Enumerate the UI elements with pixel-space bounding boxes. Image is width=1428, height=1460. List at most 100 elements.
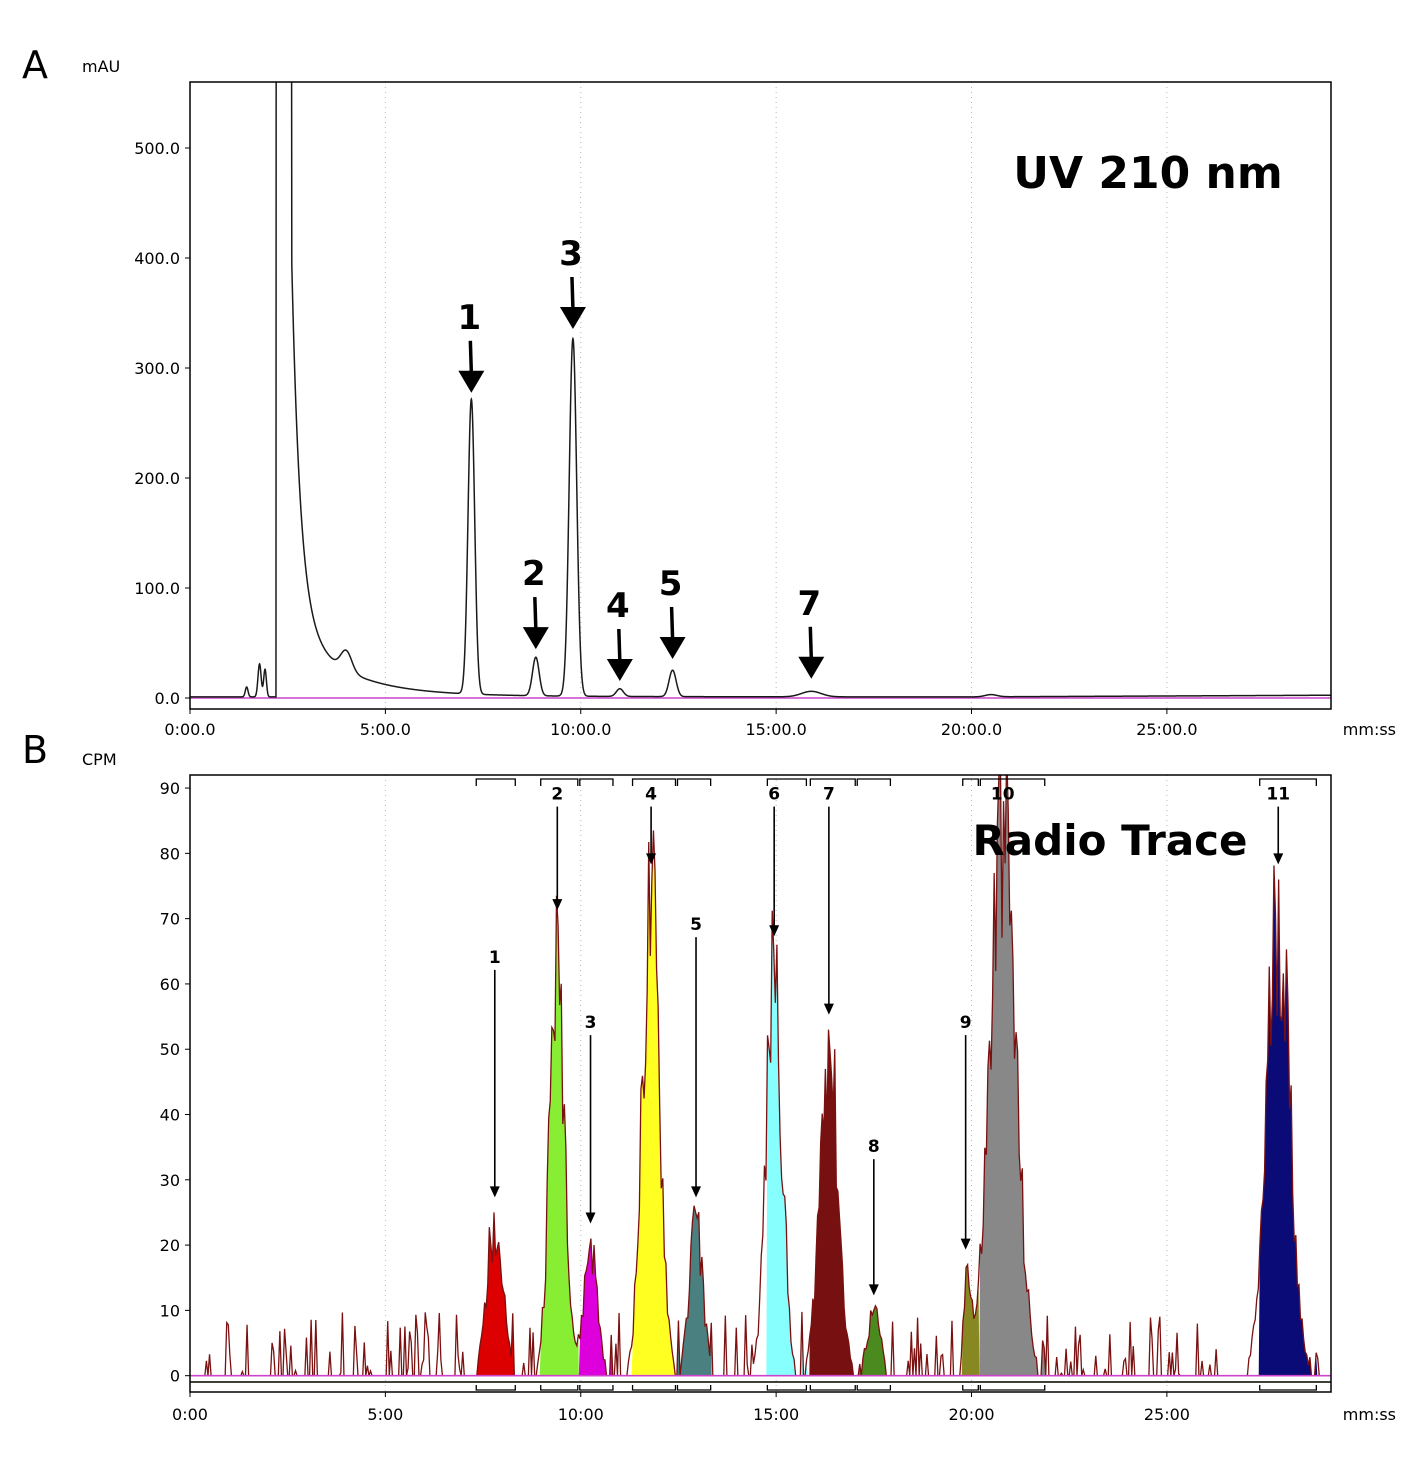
panel-b-xlabel: mm:ss (1343, 1405, 1396, 1424)
panel-b-ytick-label: 20 (160, 1236, 180, 1255)
panel-a-peak-arrowhead (659, 637, 686, 659)
panel-a-peak-arrow (669, 606, 675, 640)
panel-a-plot-area (190, 82, 1331, 699)
panel-b-peak-arrowhead (823, 1003, 834, 1015)
panel-a-ytick-label: 300.0 (134, 359, 180, 378)
panel-a-xtick-label: 15:00.0 (745, 720, 806, 739)
panel-b-peak-label: 5 (690, 915, 702, 935)
panel-a-peak-label: 4 (606, 586, 630, 626)
panel-a-peak-arrow (808, 626, 814, 659)
panel-a-uv-trace (190, 82, 1331, 698)
panel-a-peak-arrowhead (606, 659, 633, 681)
panel-b-x-ticks: 0:00 5:00 10:00 15:00 20:00 25:00 (172, 1392, 1190, 1424)
fraction-bracket-top (579, 778, 614, 786)
fraction-bracket-bottom (962, 1385, 979, 1391)
panel-a-ytick-label: 200.0 (134, 469, 180, 488)
panel-a-ytick-label: 500.0 (134, 139, 180, 158)
radio-peak-5-area (676, 1205, 712, 1376)
panel-b-ytick-label: 50 (160, 1040, 180, 1059)
panel-b-peak-arrowhead (769, 925, 780, 937)
panel-b-ytick-label: 0 (170, 1367, 180, 1386)
panel-a-peak-arrow (533, 597, 538, 630)
fraction-bracket-bottom (676, 1385, 712, 1391)
panel-a-peak-arrowhead (522, 627, 549, 650)
panel-b-ylabel: CPM (82, 750, 117, 769)
radio-peak-3-area (578, 1238, 614, 1376)
radio-peak-9-area (961, 1264, 980, 1376)
panel-b-ytick-label: 30 (160, 1171, 180, 1190)
panel-a-ytick-label: 0.0 (155, 689, 180, 708)
panel-b-ytick-label: 60 (160, 975, 180, 994)
panel-b-title: Radio Trace (972, 816, 1247, 865)
panel-b-peak-label: 6 (768, 785, 780, 805)
panel-a-title: UV 210 nm (1013, 148, 1282, 199)
panel-b-ytick-label: 90 (160, 779, 180, 798)
panel-b-xtick-label: 5:00 (367, 1405, 403, 1424)
panel-a-peak-label: 2 (522, 554, 546, 594)
panel-b-peak-label: 2 (551, 785, 563, 805)
fraction-bracket-top (856, 778, 892, 786)
fraction-bracket-bottom (979, 1385, 1046, 1391)
panel-b-ytick-label: 70 (160, 910, 180, 929)
panel-b-xtick-label: 10:00 (558, 1405, 604, 1424)
panel-b-fraction-brackets (475, 778, 1317, 1391)
panel-a-frame (189, 81, 1332, 710)
panel-a: A mAU 0.0 100.0 200.0 300.0 400.0 500.0 0:00.… (22, 43, 1396, 739)
radio-peak-2-area (539, 895, 579, 1376)
panel-a-peak-label: 1 (458, 298, 482, 338)
panel-b-ytick-label: 40 (160, 1106, 180, 1125)
fraction-bracket-bottom (631, 1385, 677, 1391)
panel-b-peak-arrowhead (489, 1186, 500, 1198)
panel-a-x-ticks: 0:00.0 5:00.0 10:00.0 15:00.0 20:00.0 25:00.0 (164, 709, 1198, 739)
fraction-bracket-top (962, 778, 979, 786)
panel-a-ytick-label: 400.0 (134, 249, 180, 268)
fraction-bracket-top (676, 778, 712, 786)
panel-b-peak-arrowhead (552, 899, 563, 911)
panel-a-xtick-label: 10:00.0 (550, 720, 611, 739)
panel-b-peak-label: 10 (991, 785, 1015, 805)
panel-a-xtick-label: 20:00.0 (941, 720, 1002, 739)
fraction-bracket-top (809, 778, 856, 786)
panel-b-radio-trace (201, 775, 1320, 1377)
fraction-bracket-bottom (540, 1385, 579, 1391)
panel-b-peak-label: 8 (868, 1137, 880, 1157)
panel-a-peak-arrowhead (458, 370, 485, 393)
fraction-bracket-top (475, 778, 516, 786)
fraction-bracket-bottom (475, 1385, 516, 1391)
panel-b-plot-area (190, 775, 1331, 1377)
panel-b-peak-arrowhead (1273, 853, 1284, 865)
panel-a-xtick-label: 0:00.0 (164, 720, 215, 739)
panel-a-peak-arrowhead (798, 656, 825, 679)
panel-b-xtick-label: 20:00 (948, 1405, 994, 1424)
panel-b-y-ticks: 0 10 20 30 40 50 60 70 80 90 (160, 779, 190, 1386)
fraction-bracket-top (1259, 778, 1317, 786)
panel-a-peak-label: 5 (659, 564, 683, 604)
fraction-bracket-bottom (766, 1385, 808, 1391)
panel-a-y-ticks: 0.0 100.0 200.0 300.0 400.0 500.0 (134, 139, 190, 708)
radio-peak-4-area (631, 830, 677, 1376)
panel-b-peak-label: 1 (489, 948, 501, 968)
radio-peak-1-area (475, 1212, 517, 1376)
panel-b-xtick-label: 25:00 (1144, 1405, 1190, 1424)
radio-peak-7-area (809, 1029, 857, 1376)
panel-a-peak-arrow (468, 340, 474, 373)
fraction-bracket-bottom (579, 1385, 614, 1391)
fraction-bracket-bottom (856, 1385, 892, 1391)
panel-b: B CPM 0 10 20 30 40 50 60 70 80 90 0:00 5:00 10:00 1… (22, 728, 1396, 1424)
panel-b-peak-arrowhead (585, 1212, 596, 1224)
radio-peak-8-area (856, 1305, 892, 1376)
panel-b-peak-arrowhead (691, 1186, 702, 1198)
panel-a-peak-label: 7 (797, 584, 821, 624)
fraction-bracket-bottom (809, 1385, 856, 1391)
panel-a-peak-label: 3 (559, 234, 583, 274)
panel-b-letter: B (22, 728, 48, 772)
panel-b-peak-label: 7 (823, 785, 835, 805)
fraction-bracket-bottom (1259, 1385, 1317, 1391)
panel-a-ylabel: mAU (82, 57, 120, 76)
panel-b-peak-arrowhead (868, 1284, 879, 1296)
fraction-bracket-top (766, 778, 808, 786)
panel-a-annotations: 1 2 3 45 7 (458, 234, 825, 681)
panel-b-peak-label: 4 (645, 785, 657, 805)
panel-a-letter: A (22, 43, 48, 87)
